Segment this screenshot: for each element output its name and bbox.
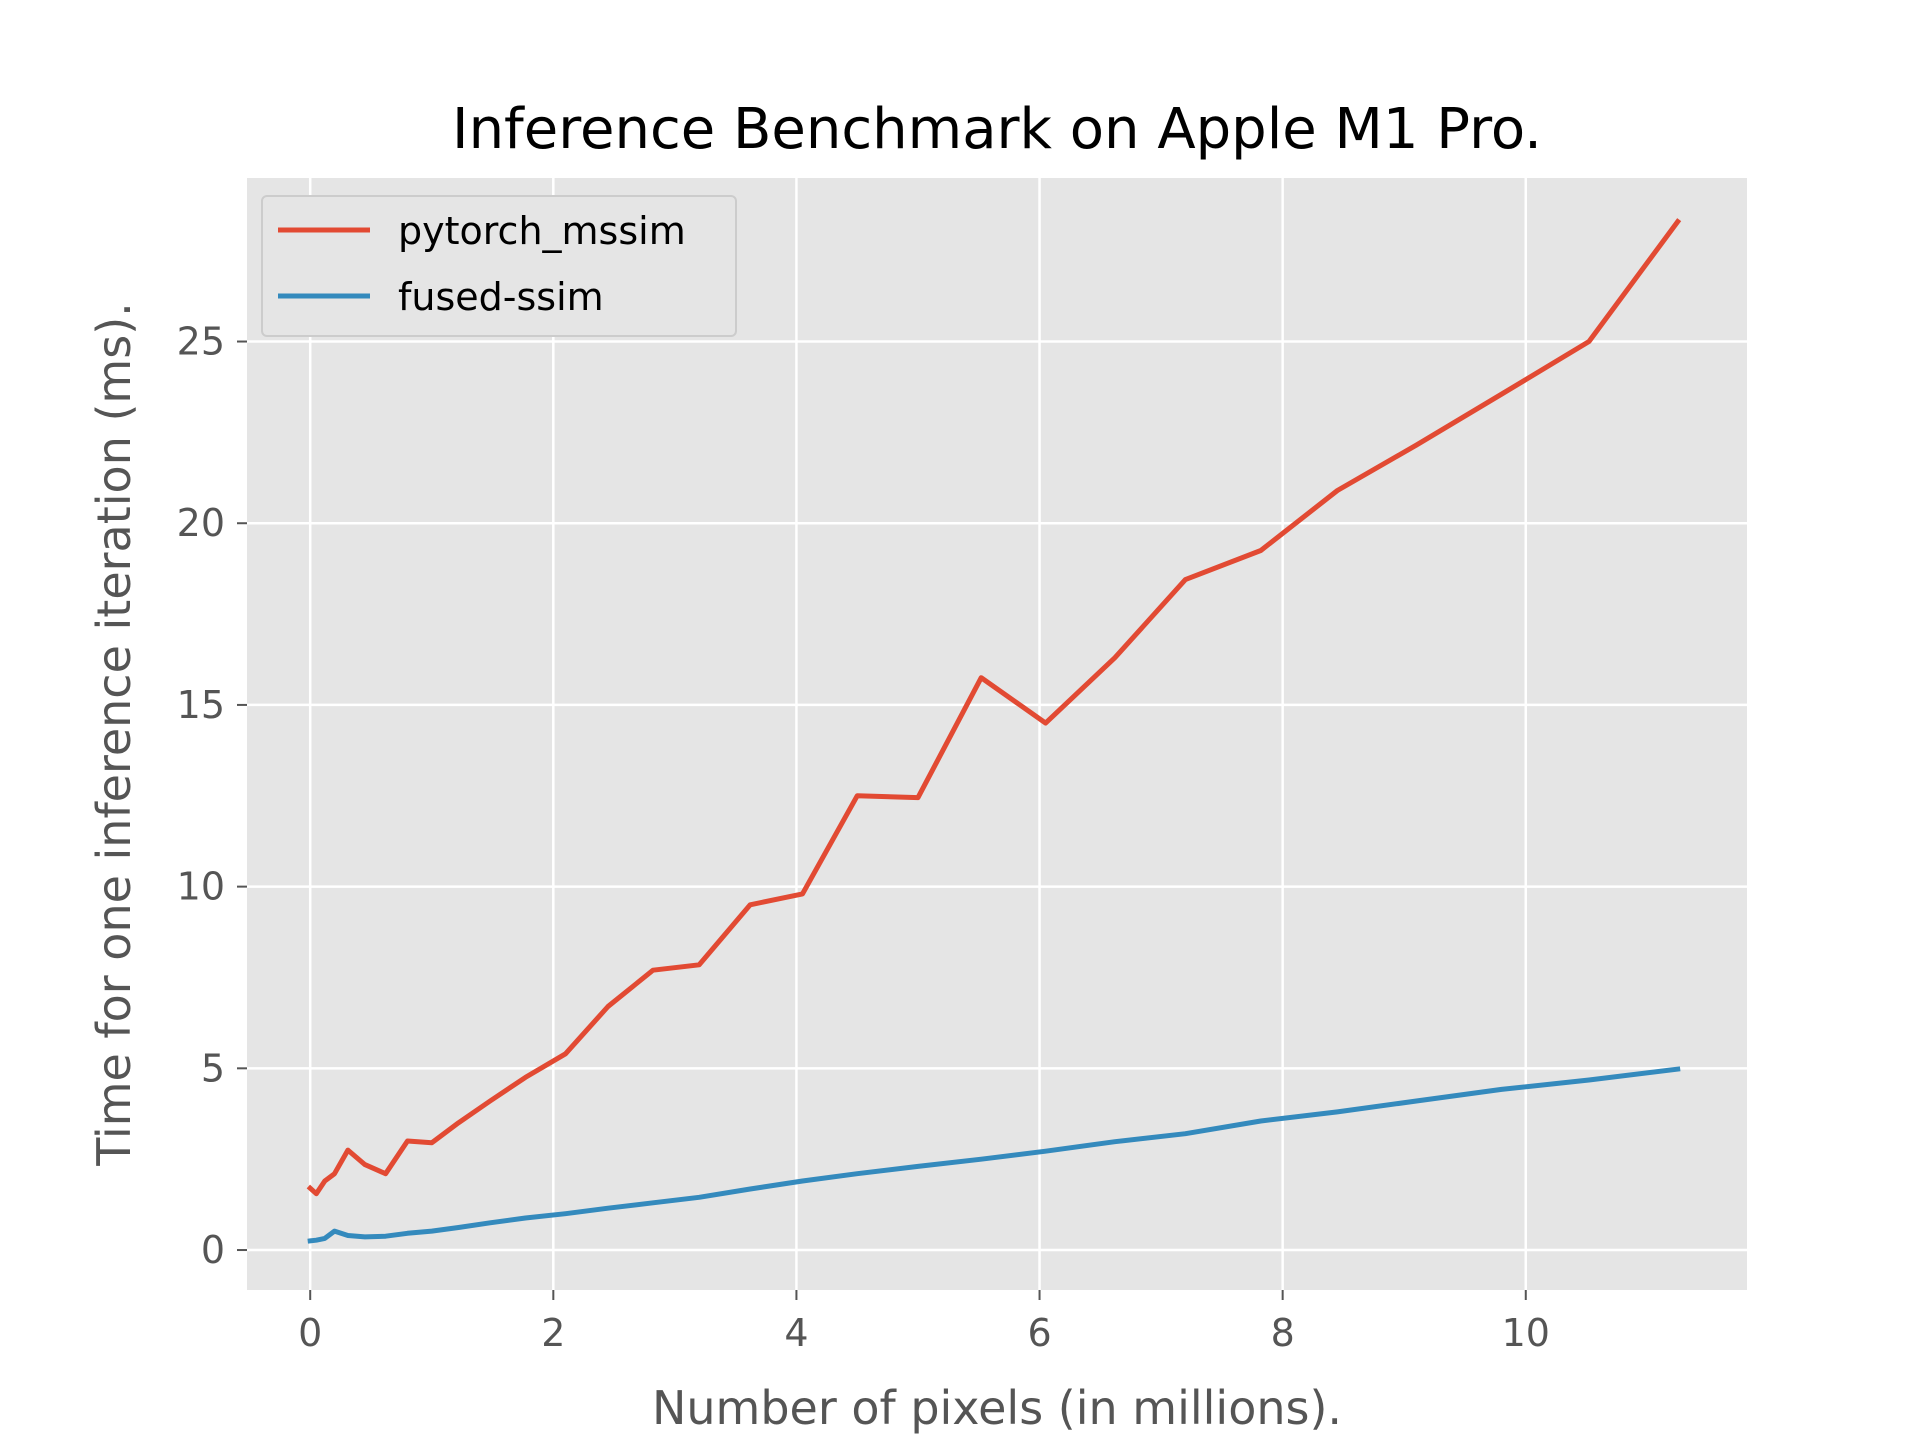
y-tick-label: 20 [177, 501, 225, 545]
series-line-fused-ssim [307, 1066, 1681, 1244]
x-tick-label: 2 [541, 1311, 565, 1355]
tick-labels: 0 2 4 6 8 10 0 5 10 15 20 25 [177, 320, 1550, 1355]
legend-box [261, 195, 737, 337]
y-axis-label: Time for one inference iteration (ms). [87, 302, 141, 1167]
x-tick-label: 4 [784, 1311, 808, 1355]
series-layer [306, 218, 1682, 1244]
chart-title: Inference Benchmark on Apple M1 Pro. [452, 97, 1542, 162]
legend-label-pytorch-mssim: pytorch_mssim [398, 209, 686, 253]
series-line-pytorch-mssim [306, 218, 1682, 1197]
plot-area [247, 178, 1747, 1290]
y-tick-label: 15 [177, 683, 225, 727]
x-tick-label: 10 [1502, 1311, 1550, 1355]
y-tick-label: 5 [201, 1046, 225, 1090]
legend-label-fused-ssim: fused-ssim [398, 275, 604, 319]
y-tick-label: 25 [177, 320, 225, 364]
grid [247, 178, 1747, 1290]
legend: pytorch_mssim fused-ssim [261, 195, 737, 337]
x-tick-label: 0 [298, 1311, 322, 1355]
y-tick-label: 10 [177, 865, 225, 909]
x-axis-label: Number of pixels (in millions). [652, 1381, 1342, 1435]
x-tick-label: 8 [1271, 1311, 1295, 1355]
y-tick-label: 0 [201, 1228, 225, 1272]
x-tick-label: 6 [1027, 1311, 1051, 1355]
